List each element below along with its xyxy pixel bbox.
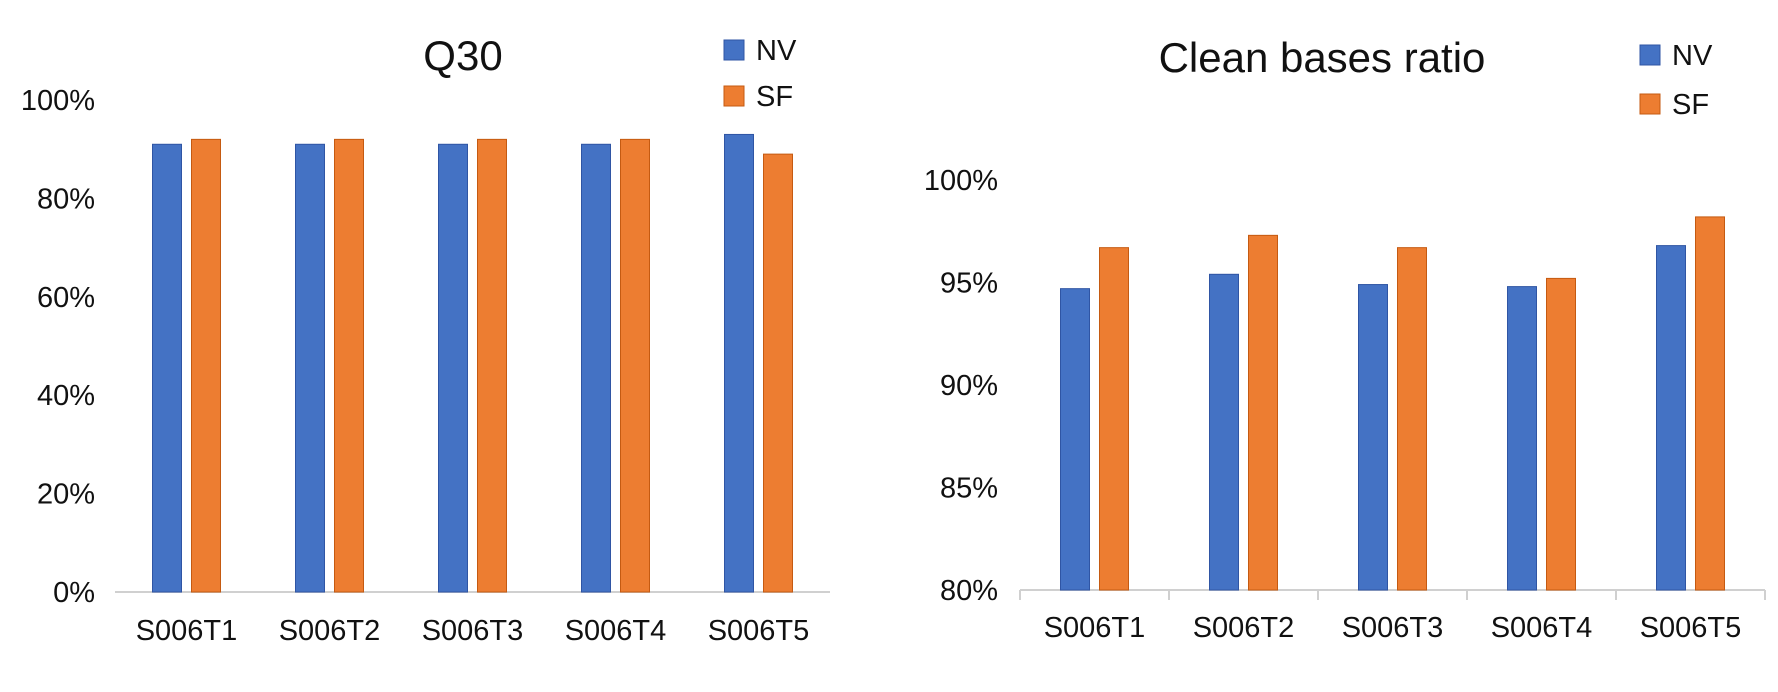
bar-sf-s006t4 — [620, 138, 650, 593]
x-tick-label: S006T2 — [1193, 612, 1295, 644]
clean-bases-ratio-chart: Clean bases ratio 80% 85% 90% 95% 100% S006T1 S… — [924, 34, 1766, 644]
legend-label-nv: NV — [756, 35, 797, 67]
bar-nv-s006t1 — [1060, 288, 1090, 591]
chart-title: Q30 — [423, 32, 502, 79]
bar-sf-s006t1 — [191, 138, 221, 593]
bar-sf-s006t2 — [334, 138, 364, 593]
y-tick-label: 20% — [37, 479, 95, 511]
bar-nv-s006t5 — [1656, 245, 1686, 591]
bar-nv-s006t1 — [152, 143, 182, 593]
bar-nv-s006t4 — [1507, 286, 1537, 591]
bar-sf-s006t1 — [1099, 247, 1129, 591]
legend-label-sf: SF — [756, 81, 793, 113]
bar-sf-s006t4 — [1546, 277, 1576, 591]
y-tick-label: 0% — [53, 577, 95, 609]
x-tick-label: S006T4 — [565, 615, 667, 647]
bar-nv-s006t3 — [1358, 284, 1388, 591]
y-tick-label: 100% — [21, 85, 95, 117]
y-tick-label: 60% — [37, 282, 95, 314]
q30-chart: Q30 0% 20% 40% 60% 80% 100% S006T1 S006T2 S006T3 S… — [21, 32, 830, 647]
x-tick-label: S006T1 — [1044, 612, 1146, 644]
legend-label-nv: NV — [1672, 40, 1713, 72]
y-tick-label: 90% — [940, 370, 998, 402]
x-tick-label: S006T1 — [136, 615, 238, 647]
y-tick-label: 40% — [37, 380, 95, 412]
x-tick-label: S006T5 — [1640, 612, 1742, 644]
bar-nv-s006t5 — [724, 133, 754, 593]
x-tick-label: S006T4 — [1491, 612, 1593, 644]
y-tick-label: 80% — [940, 575, 998, 607]
x-tick-label: S006T5 — [708, 615, 810, 647]
y-tick-label: 100% — [924, 165, 998, 197]
legend-swatch-sf — [723, 85, 745, 107]
y-tick-label: 85% — [940, 473, 998, 505]
bar-nv-s006t2 — [295, 143, 325, 593]
bar-sf-s006t2 — [1248, 234, 1278, 591]
bar-nv-s006t3 — [438, 143, 468, 593]
bar-nv-s006t2 — [1209, 273, 1239, 591]
legend-swatch-sf — [1639, 93, 1661, 115]
legend-swatch-nv — [1639, 44, 1661, 66]
legend-swatch-nv — [723, 39, 745, 61]
bar-sf-s006t5 — [763, 153, 793, 593]
x-tick-label: S006T3 — [422, 615, 524, 647]
y-tick-label: 95% — [940, 268, 998, 300]
bar-sf-s006t3 — [1397, 247, 1427, 591]
chart-title: Clean bases ratio — [1159, 34, 1486, 81]
legend-label-sf: SF — [1672, 89, 1709, 121]
bar-sf-s006t5 — [1695, 216, 1725, 591]
bar-sf-s006t3 — [477, 138, 507, 593]
bar-nv-s006t4 — [581, 143, 611, 593]
y-tick-label: 80% — [37, 183, 95, 215]
x-tick-label: S006T2 — [279, 615, 381, 647]
x-tick-label: S006T3 — [1342, 612, 1444, 644]
